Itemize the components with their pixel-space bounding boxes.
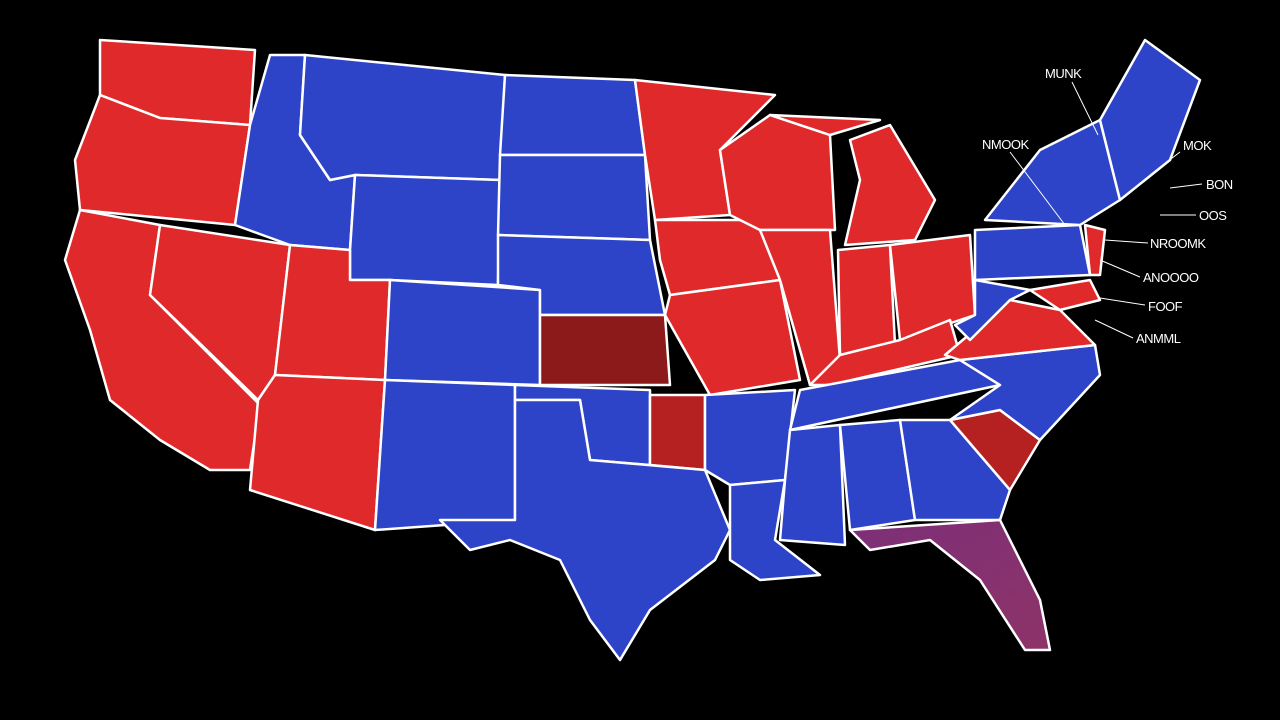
new-england xyxy=(1098,38,1202,202)
north-carolina xyxy=(948,343,1102,442)
label: OOS xyxy=(1199,208,1227,223)
maryland xyxy=(1028,278,1102,312)
labels: MUNK NMOOK MOK BON OOS NROOMK ANOOOO FOO… xyxy=(982,66,1233,346)
south-dakota xyxy=(496,153,652,242)
michigan-upper xyxy=(768,113,882,137)
label: MOK xyxy=(1183,138,1212,153)
wyoming xyxy=(348,173,502,287)
montana xyxy=(298,53,507,182)
label: ANOOOO xyxy=(1143,270,1199,285)
indiana xyxy=(836,243,897,357)
label: NMOOK xyxy=(982,137,1029,152)
mississippi xyxy=(778,423,847,547)
kansas xyxy=(538,313,672,387)
new-jersey xyxy=(1083,223,1107,277)
new-mexico xyxy=(373,378,517,532)
michigan xyxy=(843,123,937,247)
new-york xyxy=(983,118,1122,227)
label: NROOMK xyxy=(1150,236,1206,251)
colorado xyxy=(383,278,542,387)
label: FOOF xyxy=(1148,299,1183,314)
oklahoma-east xyxy=(648,393,707,472)
texas xyxy=(438,398,732,662)
north-dakota xyxy=(498,73,647,157)
missouri xyxy=(663,278,802,397)
pennsylvania xyxy=(973,223,1092,282)
arizona xyxy=(248,373,387,532)
label: BON xyxy=(1206,177,1233,192)
arkansas xyxy=(703,388,797,487)
label: MUNK xyxy=(1045,66,1082,81)
states xyxy=(63,38,1202,662)
label: ANMML xyxy=(1136,331,1181,346)
florida xyxy=(848,518,1052,652)
leader-lines xyxy=(1009,81,1203,339)
